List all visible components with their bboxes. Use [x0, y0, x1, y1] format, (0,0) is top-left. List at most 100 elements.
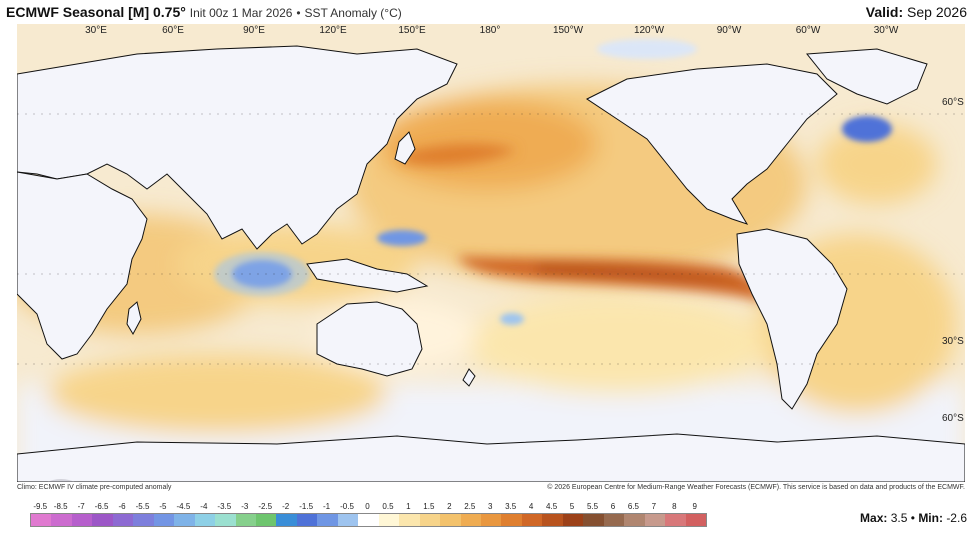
lon-label: 150°W	[552, 25, 584, 36]
climo-credit: Climo: ECMWF IV climate pre-computed ano…	[17, 484, 172, 491]
colorbar-tick-label: 5.5	[586, 502, 599, 511]
colorbar-tick-label: 2.5	[464, 502, 476, 511]
colorbar-swatch	[358, 514, 379, 526]
colorbar-swatch	[521, 514, 543, 526]
colorbar-swatch	[399, 514, 420, 526]
maritime-continent-landmass	[306, 258, 429, 293]
colorbar-swatch	[644, 514, 666, 526]
product-name: SST Anomaly (°C)	[304, 6, 402, 20]
colorbar-tick-label: -9.5	[33, 502, 48, 511]
colorbar-tick-label: -2	[282, 502, 290, 511]
continents	[17, 45, 965, 482]
colorbar-tick-label: 0	[365, 502, 370, 511]
colorbar-tick-label: -2.5	[258, 502, 273, 511]
colorbar-swatch	[31, 514, 52, 526]
colorbar-swatch	[460, 514, 481, 526]
lon-label: 30°W	[873, 25, 899, 36]
lon-label: 180°	[479, 25, 501, 36]
colorbar-tick-label: -8.5	[53, 502, 68, 511]
watermark-logo: WeatherBELL	[40, 479, 82, 482]
lat-label: 30°S	[942, 336, 964, 347]
colorbar-swatch	[480, 514, 502, 526]
lon-label: 60°W	[795, 25, 821, 36]
colorbar-tick-label: 0.5	[382, 502, 394, 511]
colorbar-swatch	[215, 514, 236, 526]
colorbar-swatch	[174, 514, 195, 526]
colorbar-swatch	[419, 514, 441, 526]
model-name: ECMWF Seasonal [M] 0.75°	[6, 4, 186, 20]
colorbar-swatch	[624, 514, 645, 526]
header: ECMWF Seasonal [M] 0.75° Init 00z 1 Mar …	[0, 0, 975, 24]
africa-landmass	[17, 171, 148, 360]
colorbar-tick-label: -5	[159, 502, 167, 511]
valid-label: Valid:	[865, 4, 904, 20]
greenland-landmass	[806, 48, 928, 105]
colorbar-tick-label: -6.5	[94, 502, 109, 511]
init-time: Init 00z 1 Mar 2026	[189, 6, 293, 20]
valid-time: Valid: Sep 2026	[866, 4, 967, 20]
sst-anomaly-map: WeatherBELL	[17, 24, 965, 482]
colorbar-tick-label: -0.5	[340, 502, 354, 511]
colorbar-tick-label: -4.5	[176, 502, 191, 511]
longitude-labels: 30°E 60°E 90°E 120°E 150°E 180° 150°W 12…	[17, 24, 965, 38]
lon-label: 120°E	[319, 25, 347, 36]
colorbar-swatch	[276, 514, 297, 526]
credits: Climo: ECMWF IV climate pre-computed ano…	[17, 484, 965, 496]
max-value: 3.5	[890, 511, 908, 525]
lat-label: 60°S	[942, 413, 964, 424]
colorbar-swatch	[133, 514, 154, 526]
colorbar-tick-label: 3	[487, 502, 493, 511]
eurasia-landmass	[17, 45, 458, 250]
title-separator: •	[296, 6, 301, 20]
colorbar-swatch	[542, 514, 563, 526]
lon-label: 30°E	[85, 25, 107, 36]
madagascar-landmass	[126, 301, 142, 336]
lon-label: 60°E	[162, 25, 184, 36]
colorbar-tick-label: 8	[672, 502, 677, 511]
colorbar-swatch	[51, 514, 72, 526]
colorbar-tick-label: -4	[200, 502, 208, 511]
colorbar-tick-label: 9	[692, 502, 697, 511]
colorbar-swatch	[440, 514, 461, 526]
new-zealand-landmass	[462, 368, 476, 387]
colorbar-ticks: -9.5 -8.5 -7 -6.5 -6 -5.5 -5 -4.5 -4 -3.5 -3 -2.5 -2…	[30, 502, 705, 513]
colorbar-swatch	[562, 514, 584, 526]
colorbar-swatch	[665, 514, 686, 526]
colorbar-tick-label: -7	[77, 502, 85, 511]
colorbar-tick-label: 6.5	[627, 502, 639, 511]
antarctica-landmass	[17, 433, 965, 482]
ecmwf-credit: © 2026 European Centre for Medium-Range …	[547, 484, 965, 491]
colorbar-swatch	[603, 514, 625, 526]
cold-anomalies	[214, 39, 892, 325]
colorbar-swatch	[255, 514, 277, 526]
colorbar-swatch	[92, 514, 113, 526]
lon-label: 90°E	[243, 25, 265, 36]
north-america-landmass	[586, 63, 838, 225]
colorbar-tick-label: 7	[651, 502, 657, 511]
colorbar-swatch	[337, 514, 359, 526]
min-label: Min:	[918, 511, 943, 525]
colorbar-swatch	[112, 514, 134, 526]
colorbar-tick-label: 1	[406, 502, 411, 511]
colorbar-swatch	[583, 514, 604, 526]
colorbar-tick-label: -1.5	[299, 502, 314, 511]
colorbar-swatch	[317, 514, 338, 526]
lon-label: 150°E	[398, 25, 426, 36]
max-label: Max:	[860, 511, 888, 525]
colorbar-tick-label: 6	[610, 502, 616, 511]
map-canvas	[17, 24, 965, 482]
colorbar-tick-label: -1	[323, 502, 331, 511]
lat-label: 60°S	[942, 97, 964, 108]
max-min-stats: Max: 3.5 • Min: -2.6	[860, 511, 967, 525]
colorbar-swatch	[296, 514, 318, 526]
colorbar-swatch	[685, 514, 706, 526]
colorbar-swatch	[153, 514, 175, 526]
colorbar-swatch	[378, 514, 400, 526]
colorbar-swatch	[235, 514, 256, 526]
colorbar-tick-label: 3.5	[505, 502, 517, 511]
australia-landmass	[316, 301, 423, 377]
colorbar-swatch	[194, 514, 216, 526]
colorbar-tick-label: 5	[569, 502, 575, 511]
min-value: -2.6	[946, 511, 967, 525]
colorbar-tick-label: 4	[528, 502, 534, 511]
